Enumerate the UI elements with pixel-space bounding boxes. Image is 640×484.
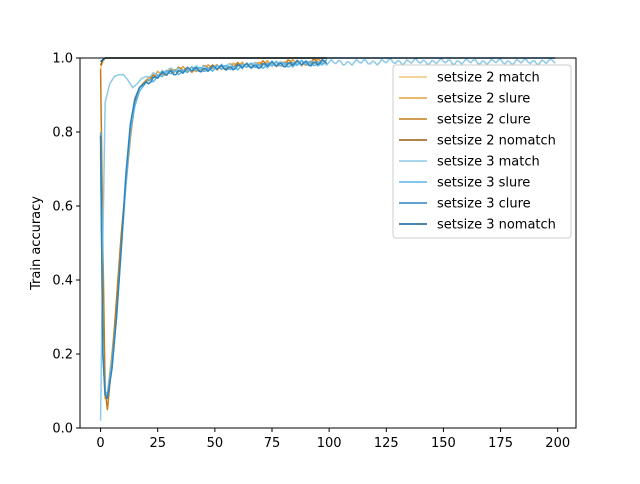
x-tick-label: 175 [488,436,513,451]
legend-label: setsize 3 clure [437,197,531,212]
x-tick-label: 75 [264,436,281,451]
y-axis-label: Train accuracy [29,196,44,291]
legend-label: setsize 2 clure [437,113,531,128]
y-tick-label: 0.8 [52,126,73,141]
y-tick-label: 0.6 [52,200,73,215]
series-line [99,58,328,396]
legend-box [392,64,572,239]
x-tick-label: 0 [96,436,104,451]
x-tick-label: 25 [149,436,166,451]
x-tick-label: 125 [374,436,399,451]
legend-label: setsize 2 nomatch [437,134,556,149]
y-tick-label: 0.2 [52,348,73,363]
series-layer [99,57,556,421]
legend: setsize 2 match setsize 2 slure setsize 2 … [392,64,572,239]
x-tick-label: 150 [431,436,456,451]
x-tick-label: 100 [317,436,342,451]
plot-frame [79,57,577,429]
series-line [100,57,556,63]
x-tick-label: 200 [545,436,570,451]
y-tick-label: 1.0 [52,52,73,67]
legend-label: setsize 2 slure [437,92,530,107]
series-line [99,58,328,400]
x-tick-label: 50 [207,436,224,451]
y-tick-label: 0.0 [52,422,73,437]
legend-label: setsize 3 nomatch [437,218,556,233]
y-tick-label: 0.4 [52,274,73,289]
legend-label: setsize 2 match [437,71,540,86]
axis-ticks: 0 25 50 75 100 125 150 175 200 0.0 0.2 0.4 0.6 0.8 1.0 [52,52,570,452]
legend-label: setsize 3 slure [437,176,530,191]
legend-label: setsize 3 match [437,155,540,170]
